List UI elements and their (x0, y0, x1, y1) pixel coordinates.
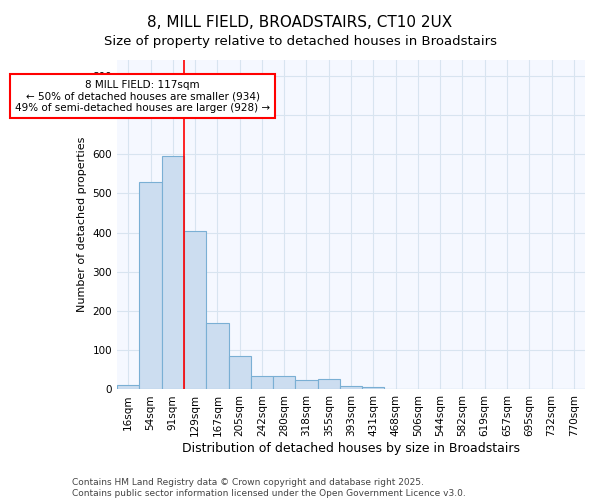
X-axis label: Distribution of detached houses by size in Broadstairs: Distribution of detached houses by size … (182, 442, 520, 455)
Bar (317, 379, 340, 390)
Bar (362, 388, 385, 390)
Bar (229, 356, 251, 390)
Bar (273, 376, 295, 390)
Text: Contains HM Land Registry data © Crown copyright and database right 2025.
Contai: Contains HM Land Registry data © Crown c… (72, 478, 466, 498)
Bar (251, 376, 273, 390)
Text: 8 MILL FIELD: 117sqm
← 50% of detached houses are smaller (934)
49% of semi-deta: 8 MILL FIELD: 117sqm ← 50% of detached h… (15, 80, 270, 113)
Bar (161, 156, 184, 390)
Bar (295, 380, 317, 390)
Bar (117, 385, 139, 390)
Y-axis label: Number of detached properties: Number of detached properties (77, 137, 87, 312)
Text: Size of property relative to detached houses in Broadstairs: Size of property relative to detached ho… (104, 35, 497, 48)
Bar (139, 182, 161, 390)
Bar (206, 323, 229, 390)
Bar (340, 386, 362, 390)
Text: 8, MILL FIELD, BROADSTAIRS, CT10 2UX: 8, MILL FIELD, BROADSTAIRS, CT10 2UX (148, 15, 452, 30)
Bar (184, 230, 206, 390)
